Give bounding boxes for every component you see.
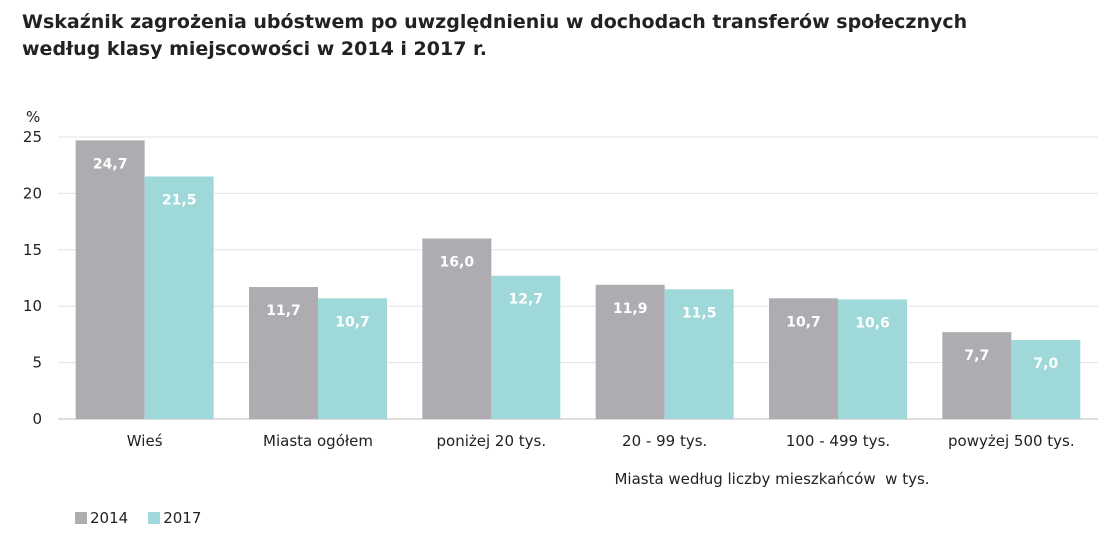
value-label-2014-4: 10,7: [786, 314, 821, 330]
value-label-2014-1: 11,7: [266, 303, 301, 319]
bar-2017-1: [318, 298, 387, 419]
legend-swatch-2014: [75, 512, 87, 524]
gridlines: [58, 136, 1098, 420]
legend-label-2017: 2017: [163, 509, 202, 527]
value-label-2017-1: 10,7: [335, 314, 370, 330]
y-tick-15: 15: [23, 241, 42, 259]
y-tick-20: 20: [23, 184, 42, 202]
value-label-2017-3: 11,5: [682, 305, 717, 321]
value-label-2017-5: 7,0: [1033, 356, 1058, 372]
chart-title-line-2: według klasy miejscowości w 2014 i 2017 …: [22, 38, 487, 60]
y-axis-ticks: 0 5 10 15 20 25: [23, 128, 42, 428]
y-tick-25: 25: [23, 128, 42, 146]
bar-2014-0: [75, 140, 145, 419]
bar-2017-2: [491, 275, 561, 419]
x-axis-title: Miasta według liczby mieszkańców w tys.: [614, 470, 929, 488]
y-tick-0: 0: [32, 410, 42, 428]
legend-swatch-2017: [148, 512, 161, 524]
bars: [75, 140, 1081, 419]
chart-title: Wskaźnik zagrożenia ubóstwem po uwzględn…: [22, 9, 1022, 63]
bar-2017-4: [838, 299, 907, 419]
value-label-2017-0: 21,5: [162, 192, 197, 208]
category-label-2: poniżej 20 tys.: [437, 432, 547, 450]
legend-item-2017: 2017: [148, 509, 201, 527]
category-label-3: 20 - 99 tys.: [622, 432, 707, 450]
bar-2014-5: [942, 332, 1012, 419]
bar-2014-2: [422, 238, 492, 419]
value-label-2014-5: 7,7: [964, 348, 989, 364]
y-tick-5: 5: [32, 354, 42, 372]
bar-2017-3: [664, 289, 734, 419]
value-labels: 24,7 21,5 11,7 10,7 16,0 12,7 11,9 11,5 10,7 10,6…: [93, 156, 1059, 372]
legend: 2014 2017: [75, 509, 221, 527]
bar-2014-3: [595, 284, 665, 419]
value-label-2017-2: 12,7: [509, 292, 544, 308]
value-label-2014-3: 11,9: [613, 301, 648, 317]
bar-2017-0: [144, 176, 214, 419]
y-axis-unit: %: [26, 108, 40, 126]
bar-2017-5: [1011, 340, 1081, 419]
bar-2014-1: [249, 287, 318, 419]
category-label-0: Wieś: [127, 432, 163, 450]
category-label-4: 100 - 499 tys.: [786, 432, 890, 450]
legend-item-2014: 2014: [75, 509, 128, 527]
value-label-2014-2: 16,0: [440, 255, 475, 271]
category-label-5: powyżej 500 tys.: [948, 432, 1075, 450]
chart-title-line-1: Wskaźnik zagrożenia ubóstwem po uwzględn…: [22, 11, 968, 33]
value-label-2014-0: 24,7: [93, 156, 128, 172]
y-tick-10: 10: [23, 297, 42, 315]
bar-2014-4: [769, 298, 838, 419]
legend-label-2014: 2014: [90, 509, 129, 527]
value-label-2017-4: 10,6: [855, 315, 890, 331]
category-label-1: Miasta ogółem: [263, 432, 373, 450]
x-axis-categories: Wieś Miasta ogółem poniżej 20 tys. 20 - 99 …: [127, 432, 1075, 450]
